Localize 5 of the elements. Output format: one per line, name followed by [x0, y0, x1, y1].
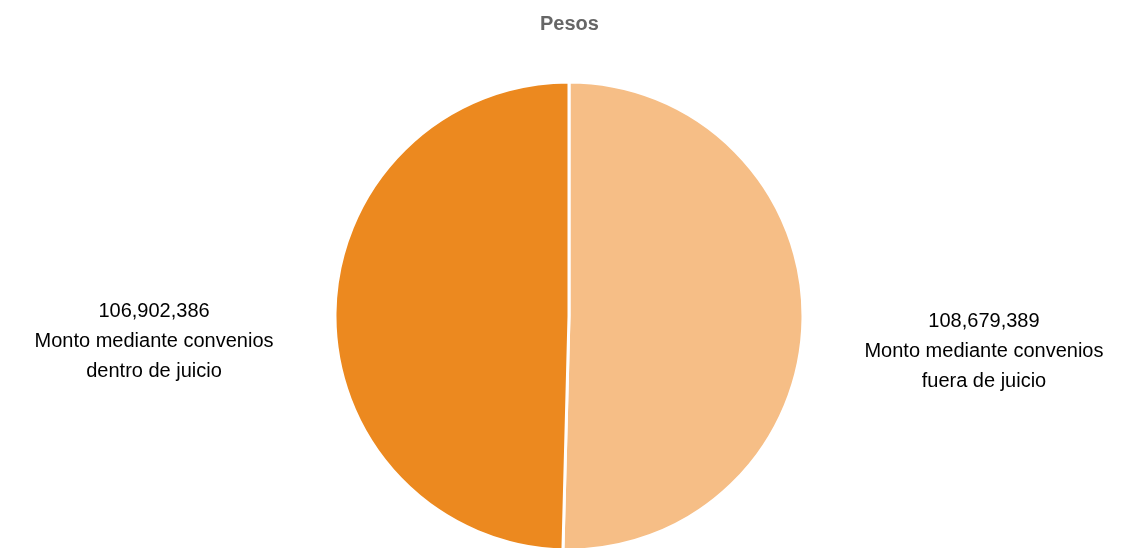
chart-title: Pesos	[540, 12, 599, 34]
slice-label: Monto mediante convenios dentro de juicio	[34, 328, 274, 381]
data-label: 108,679,389	[928, 309, 1040, 332]
slice-label: Monto mediante convenios fuera de juicio	[864, 339, 1104, 392]
data-label: 106,902,386	[98, 298, 210, 321]
